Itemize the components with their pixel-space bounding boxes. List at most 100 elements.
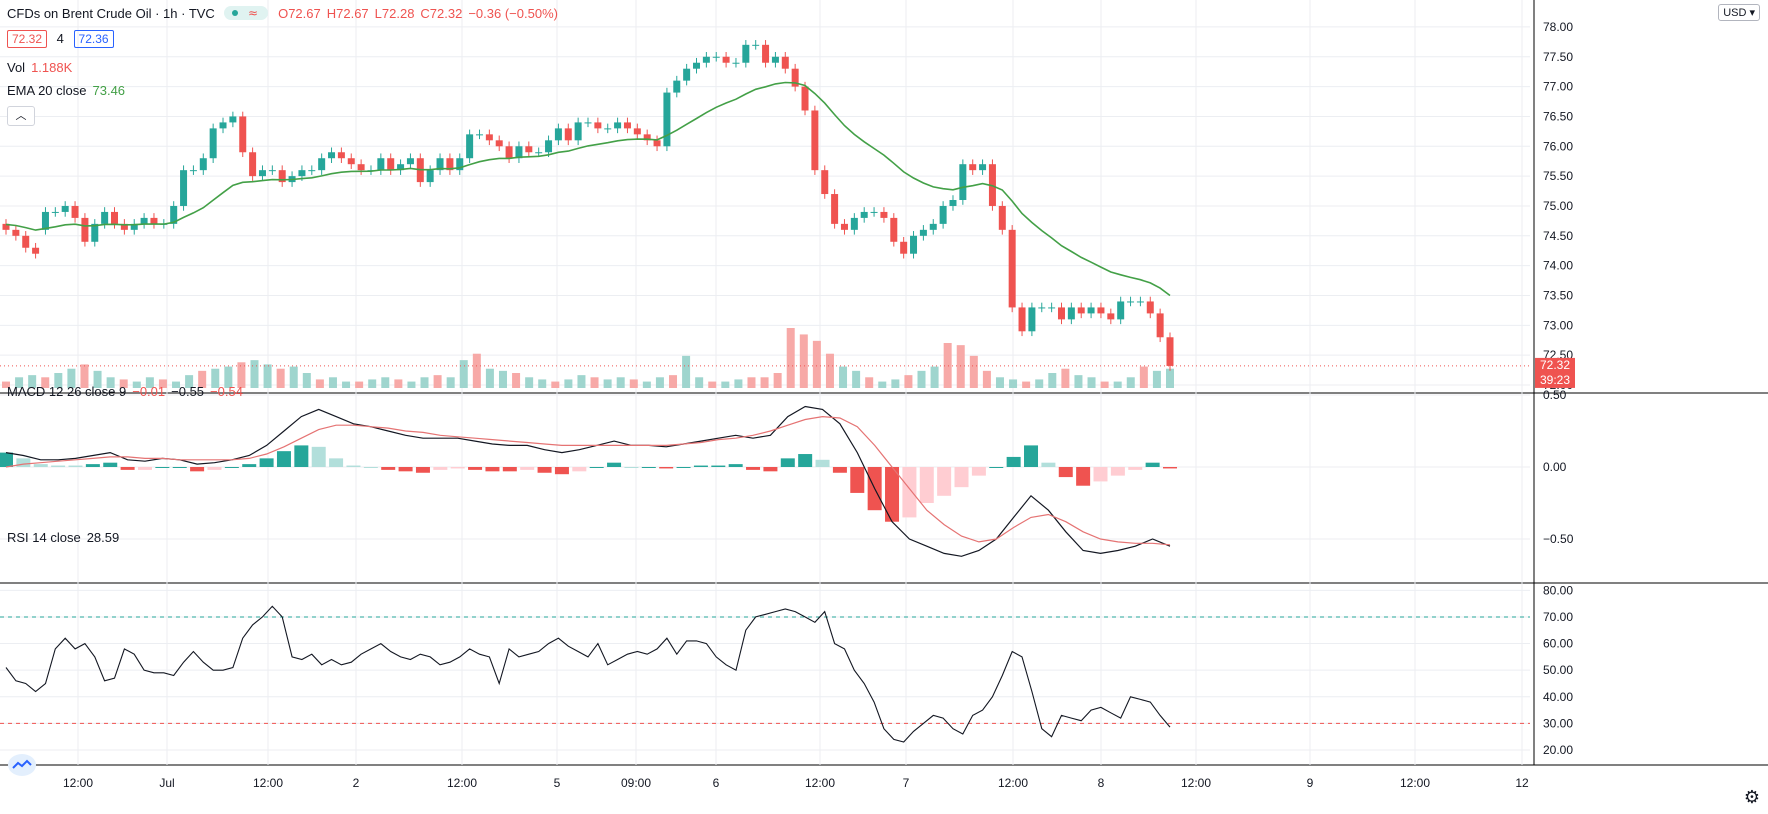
macd-hist-bar — [329, 458, 344, 467]
volume-bar — [629, 379, 638, 388]
candle-body — [1008, 229, 1016, 308]
collapse-legend-button[interactable]: ︿ — [7, 106, 35, 126]
candle-body — [180, 170, 188, 206]
macd-hist-bar — [259, 458, 274, 467]
candle-body — [268, 170, 276, 172]
macd-legend[interactable]: MACD 12 26 close 9 −0.01 −0.55 −0.54 — [7, 384, 249, 399]
volume-bar — [577, 375, 586, 388]
volume-bar — [773, 373, 782, 388]
x-tick-label: Jul — [159, 776, 174, 790]
macd-hist-bar — [190, 467, 205, 472]
macd-hist-bar — [624, 467, 639, 468]
candle-body — [111, 211, 119, 224]
macd-hist-bar — [1006, 456, 1021, 467]
x-tick-label: 9 — [1307, 776, 1314, 790]
candle-body — [61, 205, 69, 212]
macd-hist-bar — [937, 467, 952, 496]
ohlc-high: H72.67 — [326, 5, 369, 21]
volume-bar — [616, 377, 625, 388]
candle-body — [821, 170, 829, 195]
candle-body — [998, 205, 1006, 230]
candle-body — [140, 217, 148, 224]
currency-button[interactable]: USD ▾ — [1718, 4, 1760, 21]
candle-body — [554, 128, 562, 141]
macd-hist-bar — [1145, 462, 1160, 467]
volume-bar — [302, 373, 311, 388]
symbol-title[interactable]: CFDs on Brent Crude Oil · 1h · TVC — [7, 5, 215, 21]
x-tick-label: 8 — [1098, 776, 1105, 790]
macd-hist-bar — [763, 467, 778, 472]
status-dots[interactable]: ≈ — [224, 5, 269, 24]
candle-body — [278, 170, 286, 183]
candle-body — [633, 128, 641, 135]
candle-body — [81, 217, 89, 242]
tradingview-logo-icon[interactable] — [8, 754, 36, 776]
x-tick-label: 12:00 — [1181, 776, 1211, 790]
volume-bar — [93, 370, 102, 388]
macd-hist-bar — [1076, 467, 1091, 486]
candle-body — [1067, 307, 1075, 320]
volume-bar — [289, 366, 298, 388]
x-tick-label: 6 — [713, 776, 720, 790]
candle-body — [929, 223, 937, 230]
x-tick-label: 12:00 — [998, 776, 1028, 790]
macd-hist-bar — [798, 454, 813, 467]
rsi-line — [5, 605, 1171, 743]
candle-body — [189, 170, 197, 172]
price-tick-label: 73.50 — [1543, 288, 1573, 302]
candle-body — [771, 56, 779, 63]
volume-bar — [904, 375, 913, 388]
volume-legend[interactable]: Vol 1.188K — [7, 60, 78, 75]
volume-bar — [54, 373, 63, 388]
candle-body — [357, 164, 365, 171]
volume-bar — [41, 377, 50, 388]
candle-body — [910, 235, 918, 254]
macd-hist-bar — [554, 467, 569, 475]
candle-body — [900, 241, 908, 254]
candle-body — [495, 140, 503, 147]
macd-hist-bar — [346, 465, 361, 467]
macd-hist-bar — [902, 467, 917, 518]
price-candles — [2, 40, 1174, 371]
ema-legend[interactable]: EMA 20 close 73.46 — [7, 83, 131, 98]
volume-bars — [2, 328, 1174, 388]
candle-body — [535, 152, 543, 154]
volume-bar — [943, 343, 952, 388]
price-axes: 12:00 Jul 12:00 2 12:00 5 09:00 6 12:00 7 12:00 8 12… — [0, 20, 1575, 790]
gear-icon[interactable]: ⚙ — [1743, 787, 1760, 807]
candle-body — [890, 217, 898, 242]
candle-body — [840, 223, 848, 230]
volume-bar — [1087, 377, 1096, 388]
candle-body — [722, 56, 730, 63]
macd-hist-bar — [832, 467, 847, 473]
price-tick-label: 74.50 — [1543, 229, 1573, 243]
candle-body — [308, 170, 316, 172]
ask-price-button[interactable]: 72.36 — [73, 30, 114, 48]
x-tick-label: 12 — [1515, 776, 1529, 790]
bid-price-button[interactable]: 72.32 — [7, 30, 48, 48]
candle-body — [515, 146, 523, 159]
candle-body — [219, 122, 227, 129]
candle-body — [623, 122, 631, 129]
volume-bar — [158, 379, 167, 388]
volume-bar — [368, 379, 377, 388]
macd-hist-bar — [363, 467, 378, 468]
candle-body — [347, 158, 355, 165]
volume-bar — [459, 360, 468, 388]
price-tick-label: 78.00 — [1543, 20, 1573, 34]
candle-body — [41, 211, 49, 230]
candle-body — [120, 223, 128, 230]
volume-bar — [1035, 379, 1044, 388]
macd-hist-bar — [207, 467, 222, 470]
volume-bar — [669, 375, 678, 388]
macd-hist-bar — [641, 467, 656, 468]
volume-bar — [695, 377, 704, 388]
x-tick-label: 2 — [353, 776, 360, 790]
candle-body — [1057, 307, 1065, 320]
rsi-legend[interactable]: RSI 14 close 28.59 — [7, 530, 125, 545]
volume-bar — [355, 381, 364, 388]
volume-label: Vol — [7, 60, 26, 75]
candle-body — [979, 164, 987, 171]
volume-bar — [512, 373, 521, 388]
